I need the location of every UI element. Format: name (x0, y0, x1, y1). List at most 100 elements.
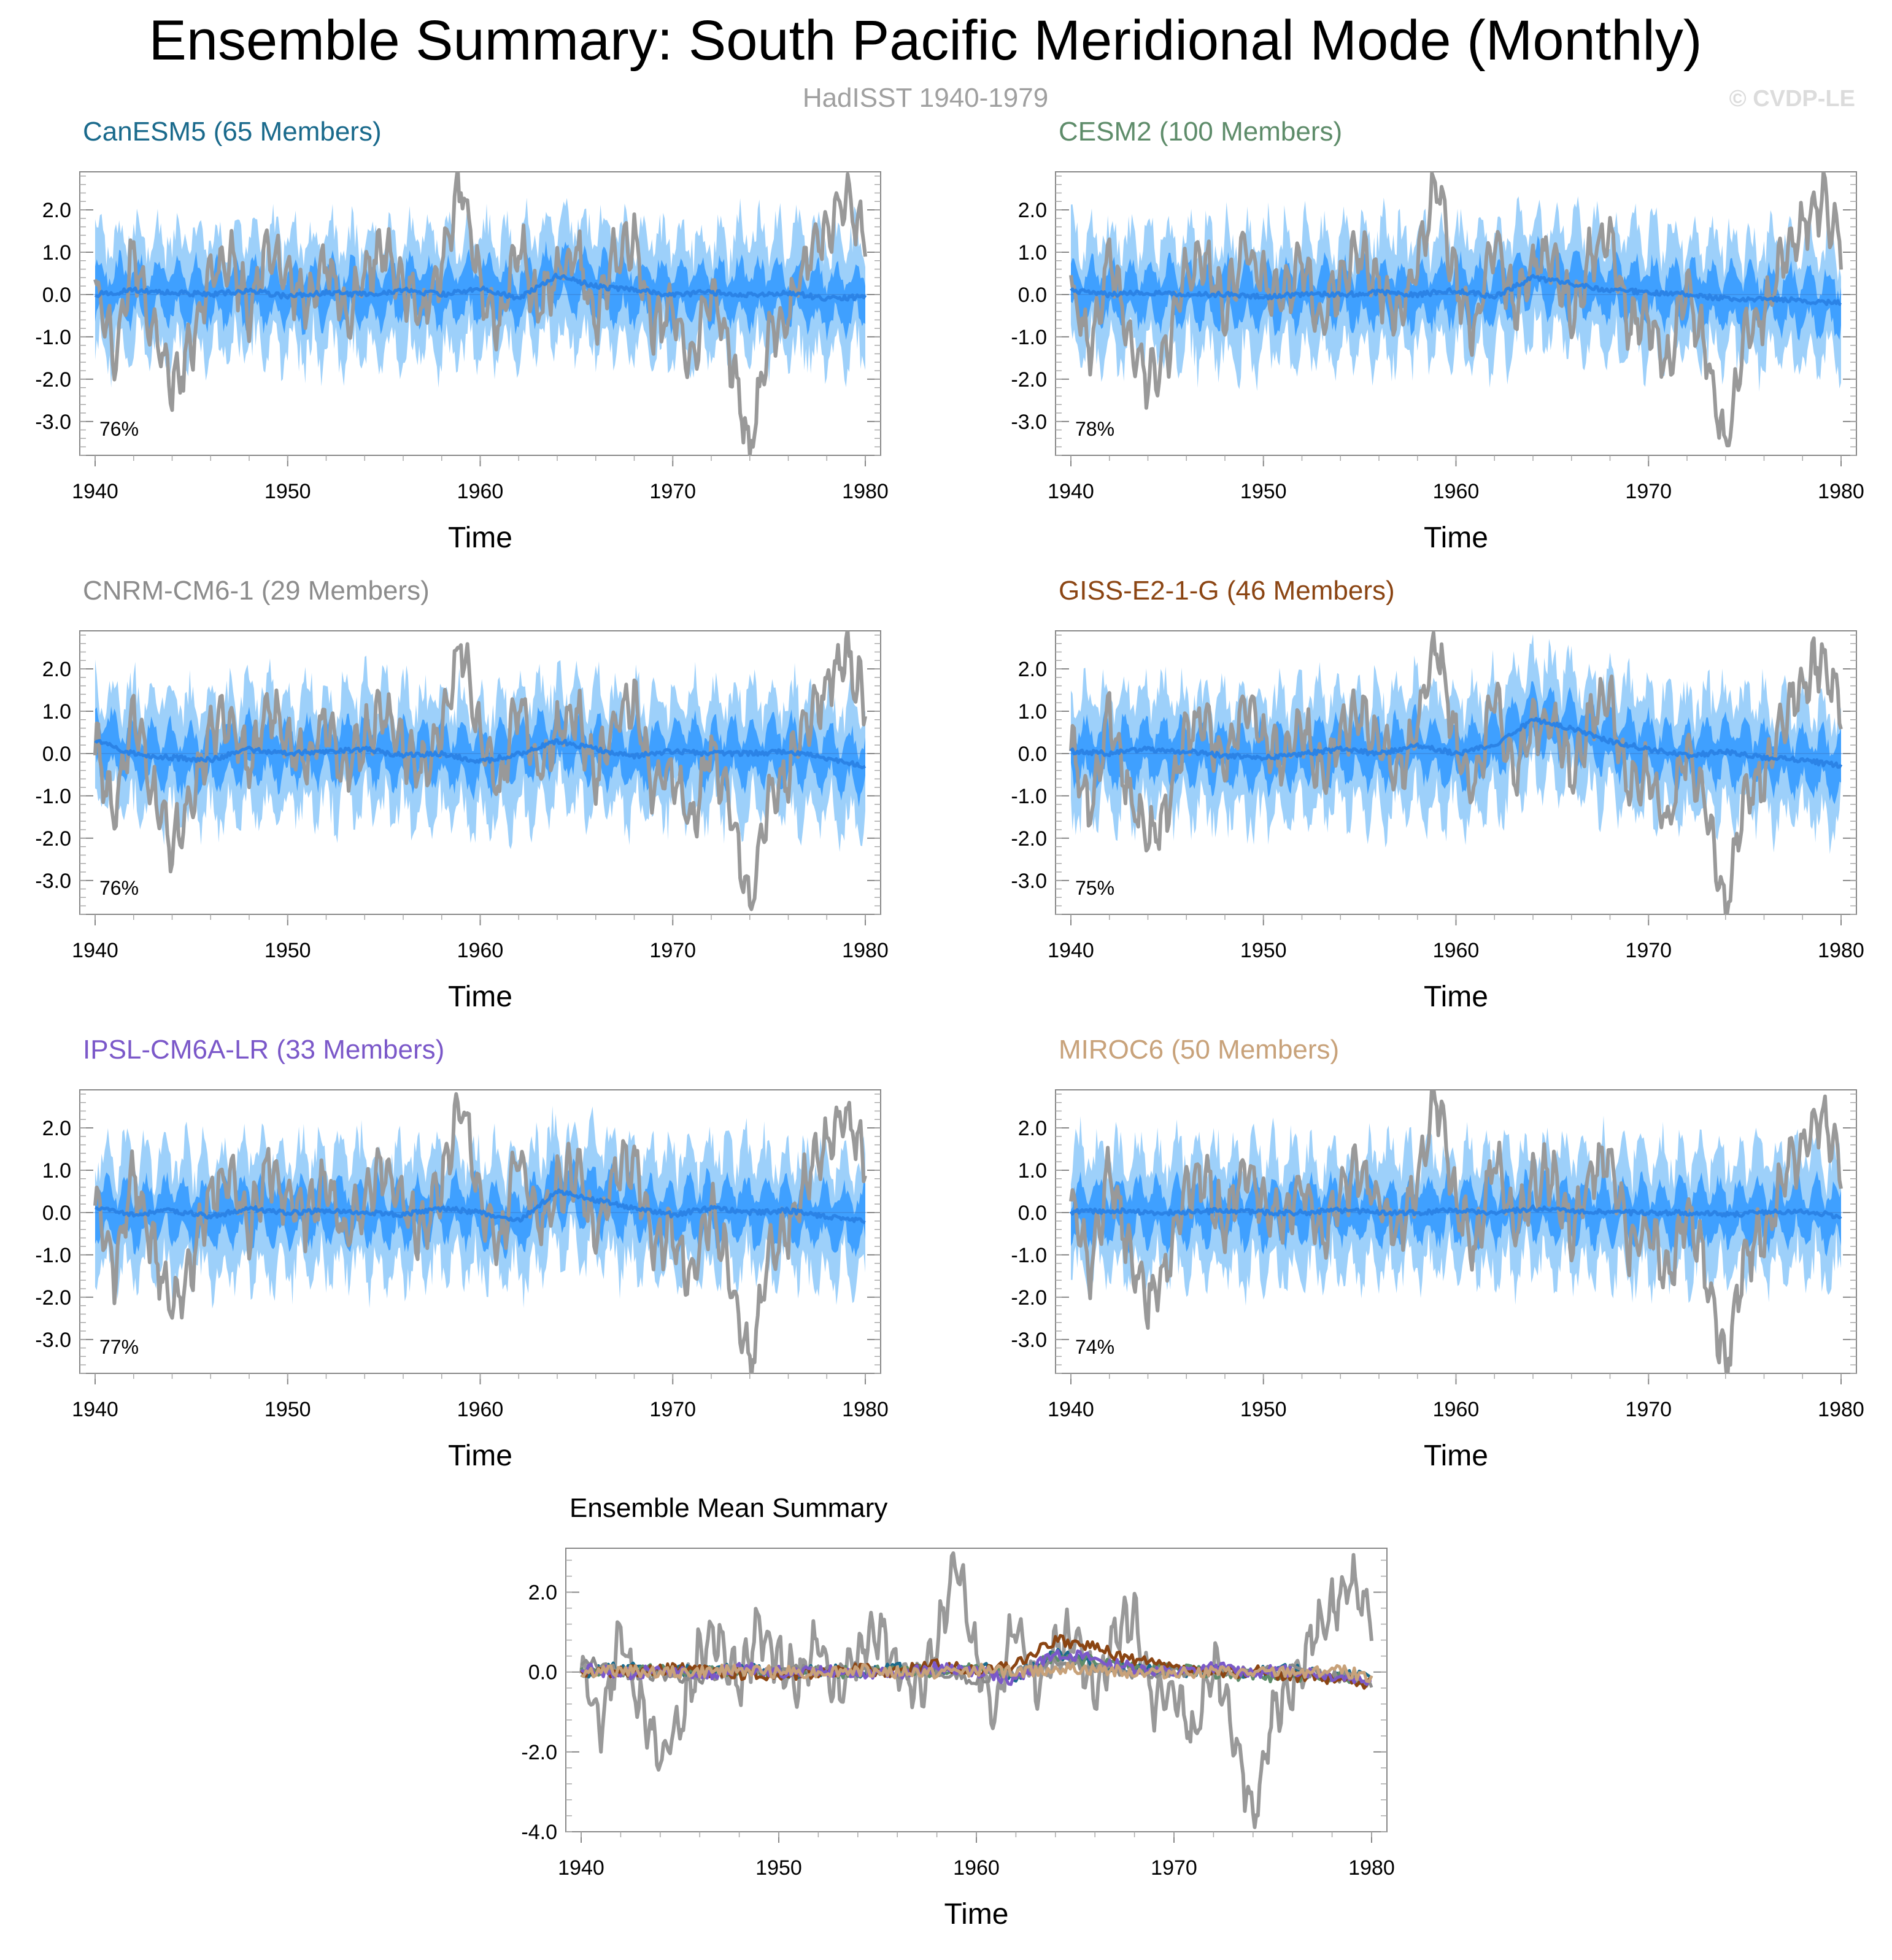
x-axis-label: Time (1424, 522, 1488, 554)
y-tick-label: -2.0 (1011, 827, 1047, 851)
y-tick-label: -3.0 (35, 1329, 71, 1352)
x-tick-label: 1970 (1625, 480, 1672, 503)
y-tick-label: -2.0 (35, 368, 71, 392)
x-tick-label: 1980 (1348, 1856, 1395, 1880)
y-tick-label: 2.0 (42, 199, 71, 222)
y-tick-label: -3.0 (1011, 1329, 1047, 1352)
x-tick-label: 1980 (842, 939, 889, 962)
pct-label: 76% (99, 418, 139, 440)
x-tick-label: 1950 (264, 1398, 311, 1421)
y-tick-label: -3.0 (35, 411, 71, 434)
copyright-watermark: © CVDP-LE (1729, 86, 1855, 112)
y-tick-label: -1.0 (35, 785, 71, 808)
x-axis-label: Time (448, 1440, 512, 1472)
chart-panel-0: 76% -3.0 -2.0 -1.0 0.0 1.0 2.0 1940 1950 1960 1970… (35, 171, 889, 554)
x-tick-label: 1960 (457, 480, 504, 503)
x-tick-label: 1940 (72, 939, 118, 962)
chart-panel-1: 78% -3.0 -2.0 -1.0 0.0 1.0 2.0 1940 1950 1960 1970… (1011, 171, 1864, 554)
pct-label: 77% (99, 1336, 139, 1358)
y-tick-label: -1.0 (1011, 1244, 1047, 1267)
plot-area (579, 1551, 1373, 1829)
y-tick-label: 0.0 (1018, 1202, 1047, 1225)
pct-label: 74% (1075, 1336, 1114, 1358)
chart-panel-5: 74% -3.0 -2.0 -1.0 0.0 1.0 2.0 1940 1950 1960 1970… (1011, 1089, 1864, 1472)
y-tick-label: -1.0 (35, 1244, 71, 1267)
y-tick-label: 0.0 (42, 1202, 71, 1225)
chart-panel-6: -4.0 -2.0 0.0 2.0 1940 1950 1960 1970 1980 Time (521, 1548, 1395, 1931)
ensemble-mean-line (94, 272, 867, 302)
chart-panel-3: 75% -3.0 -2.0 -1.0 0.0 1.0 2.0 1940 1950 1960 1970… (1011, 630, 1864, 1013)
series-line-6 (581, 1661, 1373, 1683)
x-tick-label: 1980 (1818, 1398, 1864, 1421)
x-tick-label: 1960 (1433, 480, 1480, 503)
x-axis-label: Time (944, 1898, 1009, 1931)
x-tick-label: 1960 (1433, 939, 1480, 962)
observed-series-line (93, 631, 867, 911)
y-tick-label: -2.0 (1011, 368, 1047, 392)
y-tick-label: -1.0 (35, 326, 71, 349)
ensemble-mean-line (94, 738, 867, 770)
ensemble-mean-line (1070, 274, 1842, 306)
plot-frame (565, 1548, 1388, 1832)
y-tick-label: -1.0 (1011, 785, 1047, 808)
observed-series-line (1069, 631, 1843, 914)
x-tick-label: 1970 (649, 939, 696, 962)
x-axis-label: Time (448, 522, 512, 554)
x-tick-label: 1950 (1240, 1398, 1287, 1421)
y-tick-label: 2.0 (528, 1581, 557, 1605)
y-tick-label: -3.0 (1011, 870, 1047, 893)
y-tick-label: -2.0 (35, 1286, 71, 1310)
y-tick-label: 2.0 (42, 1117, 71, 1140)
y-tick-label: 2.0 (1018, 199, 1047, 222)
panel-title-cnrm: CNRM-CM6-1 (29 Members) (83, 576, 430, 606)
y-tick-label: 1.0 (42, 241, 71, 264)
x-tick-label: 1980 (842, 480, 889, 503)
pct-label: 78% (1075, 418, 1114, 440)
x-tick-label: 1940 (558, 1856, 604, 1880)
pct-label: 76% (99, 877, 139, 899)
x-tick-label: 1950 (755, 1856, 802, 1880)
series-line-2 (579, 1651, 1373, 1686)
x-tick-label: 1970 (1625, 1398, 1672, 1421)
x-tick-label: 1950 (1240, 939, 1287, 962)
plot-area (1056, 1090, 1856, 1373)
x-tick-label: 1960 (1433, 1398, 1480, 1421)
plot-area (80, 172, 881, 455)
x-tick-label: 1970 (1151, 1856, 1197, 1880)
pct-label: 75% (1075, 877, 1114, 899)
x-tick-label: 1960 (953, 1856, 1000, 1880)
x-tick-label: 1970 (1625, 939, 1672, 962)
y-tick-label: -3.0 (35, 870, 71, 893)
series-line-0 (579, 1551, 1373, 1829)
observed-series-line (93, 172, 867, 455)
y-tick-label: 2.0 (1018, 1117, 1047, 1140)
observed-series-line (1069, 1090, 1843, 1373)
y-tick-label: -4.0 (521, 1821, 557, 1844)
y-tick-label: -1.0 (1011, 326, 1047, 349)
y-tick-label: -3.0 (1011, 411, 1047, 434)
y-tick-label: -2.0 (1011, 1286, 1047, 1310)
y-tick-label: 1.0 (42, 700, 71, 723)
panel-title-miroc6: MIROC6 (50 Members) (1059, 1035, 1340, 1065)
x-tick-label: 1980 (1818, 939, 1864, 962)
x-tick-label: 1940 (1048, 480, 1094, 503)
chart-panel-2: 76% -3.0 -2.0 -1.0 0.0 1.0 2.0 1940 1950 1960 1970… (35, 630, 889, 1013)
y-tick-label: 1.0 (1018, 1159, 1047, 1183)
plot-area (80, 1092, 881, 1373)
observed-series-line (93, 1092, 867, 1373)
panel-title-ipsl: IPSL-CM6A-LR (33 Members) (83, 1035, 445, 1065)
y-tick-label: 2.0 (1018, 658, 1047, 681)
x-tick-label: 1940 (72, 480, 118, 503)
y-tick-label: 0.0 (42, 743, 71, 766)
y-tick-label: 0.0 (42, 284, 71, 307)
y-tick-label: -2.0 (35, 827, 71, 851)
x-tick-label: 1980 (842, 1398, 889, 1421)
x-tick-label: 1940 (1048, 1398, 1094, 1421)
ensemble-mean-line (95, 1188, 866, 1224)
plot-area (1056, 631, 1856, 914)
x-tick-label: 1960 (457, 1398, 504, 1421)
y-tick-label: 2.0 (42, 658, 71, 681)
y-tick-label: 1.0 (42, 1159, 71, 1183)
x-axis-label: Time (1424, 1440, 1488, 1472)
plot-area (80, 631, 881, 911)
